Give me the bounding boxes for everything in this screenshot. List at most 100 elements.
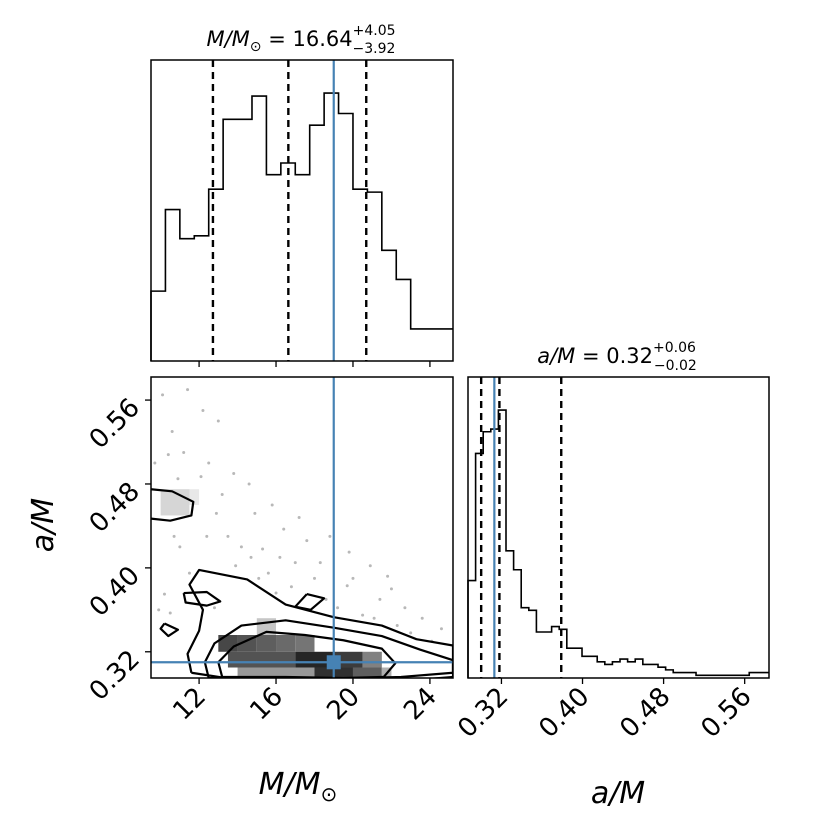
scatter-point [420,616,424,620]
density-cell [295,651,334,668]
scatter-point [328,534,332,538]
joint-xtick-label-3: 24 [398,682,443,727]
joint-xtick-label-0: 12 [167,682,212,727]
density-cell [237,667,315,678]
contour-line [203,619,453,678]
scatter-point [345,584,349,588]
density-cell [362,651,382,668]
mass-histogram-title: M/M⊙ = 16.64+4.05 −3.92 [206,23,395,57]
spin-title-lhs: a/M [537,344,575,368]
scatter-point [372,616,376,620]
joint-ytick-label-1: 0.40 [84,561,146,623]
density-cell [352,667,382,678]
joint-ytick-label-2: 0.48 [84,477,146,539]
density-cell [218,635,238,652]
contour-line [294,593,326,611]
scatter-point [157,608,161,612]
spin-histogram-panel: 0.32 0.40 0.48 0.56 [452,376,770,744]
joint-ytick-label-3: 0.56 [84,393,146,455]
scatter-point [297,516,301,520]
scatter-point [389,587,393,591]
spin-panel-frame [467,376,770,679]
joint-ytick-label-0: 0.32 [84,645,146,707]
contour-line [151,488,195,522]
scatter-point [395,624,399,628]
contour-line [159,622,180,638]
density-cell [256,635,277,652]
spin-histogram-line [467,409,769,678]
scatter-point [205,534,209,538]
joint-density-panel: 12 16 20 24 0.32 0.40 0.48 0.56 [84,376,454,727]
scatter-point [172,534,176,538]
scatter-point [318,561,322,565]
scatter-point [439,627,443,631]
mass-title-plus: +4.05 [353,23,396,39]
scatter-point [199,475,203,479]
scatter-point [261,547,265,551]
scatter-point [336,606,340,610]
scatter-point [409,631,413,635]
scatter-point [282,527,286,531]
x-axis-label-spin: a/M [591,776,645,811]
scatter-point [187,571,191,575]
density-cell [276,635,296,652]
contour-line [182,590,222,607]
mass-title-value: = 16.64 [262,27,353,51]
mass-title-lhs: M/M [206,27,249,51]
scatter-point [216,419,220,423]
spin-xtick-label-0: 0.32 [452,682,514,744]
mass-histogram-panel [150,59,454,367]
scatter-point [347,550,351,554]
scatter-point [176,477,180,481]
x-axis-label-mass: M/M⊙ [259,767,338,806]
scatter-point [207,461,211,465]
scatter-point [166,453,170,457]
scatter-point [232,471,236,475]
scatter-point [234,564,238,568]
scatter-point [239,545,243,549]
scatter-point [324,597,328,601]
mass-title-minus: −3.92 [353,41,396,57]
scatter-point [186,388,190,392]
scatter-point [178,545,182,549]
mass-panel-frame [150,59,454,362]
scatter-point [161,393,165,397]
spin-title-plus: +0.06 [653,340,696,356]
joint-xtick-label-1: 16 [244,682,289,727]
scatter-point [182,451,186,455]
scatter-point [274,591,278,595]
spin-xtick-label-1: 0.40 [533,682,595,744]
scatter-point [305,539,309,543]
scatter-point [257,576,261,580]
scatter-point [214,511,218,515]
joint-panel-frame [150,376,454,679]
scatter-point [153,461,157,465]
scatter-point [220,492,224,496]
x-label-mass-sun: ⊙ [321,782,338,806]
mass-title-sun: ⊙ [250,39,262,55]
scatter-point [361,613,365,617]
scatter-point [226,534,230,538]
spin-xtick-label-3: 0.56 [695,682,757,744]
spin-xtick-label-2: 0.48 [614,682,676,744]
joint-truth-marker [326,655,341,670]
density-cell [333,651,363,668]
spin-title-value: = 0.32 [575,344,653,368]
scatter-point [278,555,282,559]
scatter-point [378,597,382,601]
spin-title-minus: −0.02 [654,358,697,374]
density-cell [227,651,296,668]
scatter-point [386,574,390,578]
mass-histogram-line [150,92,453,361]
y-axis-label-spin: a/M [26,498,61,552]
x-label-mass-lhs: M/M [259,767,321,802]
joint-xtick-label-2: 20 [321,682,366,727]
density-cell [189,489,200,505]
scatter-point [313,576,317,580]
scatter-point [249,555,253,559]
scatter-point [253,511,257,515]
scatter-point [266,571,270,575]
scatter-point [201,409,205,413]
scatter-point [368,564,372,568]
scatter-point [270,503,274,507]
